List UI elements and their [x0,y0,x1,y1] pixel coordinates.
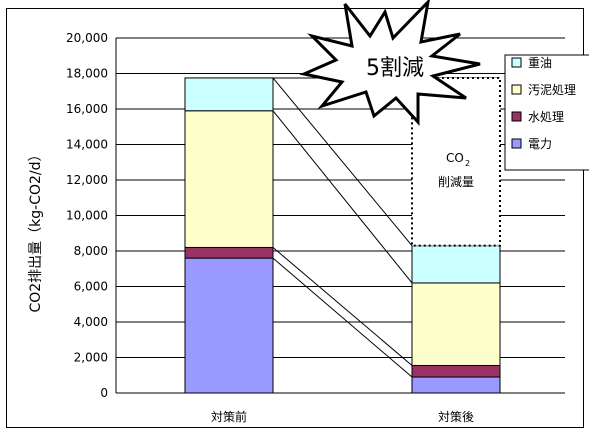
legend-swatch [512,139,521,148]
bar-segment-0-重油 [185,78,273,111]
reduction-label-co: CO [446,151,464,165]
legend-label: 水処理 [528,110,564,124]
connector-line [273,111,412,283]
legend-label: 重油 [528,56,552,70]
bar-segment-1-水処理 [412,365,500,377]
y-axis-ticks: 0 2,000 4,000 6,000 8,000 10,000 12,000 14,000 1… [66,31,108,400]
x-category-label: 対策前 [211,409,247,424]
connector-line [273,247,412,365]
bar-segment-0-電力 [185,258,273,393]
y-tick-label: 4,000 [74,315,108,329]
x-axis-categories: 対策前 対策後 [211,409,474,424]
y-tick-label: 14,000 [66,138,108,152]
y-tick-label: 6,000 [74,280,108,294]
legend-label: 電力 [528,137,552,151]
reduction-label-text: 削減量 [438,174,474,189]
y-tick-label: 20,000 [66,31,108,45]
bar-segment-1-汚泥処理 [412,283,500,366]
y-tick-label: 8,000 [74,244,108,258]
y-tick-label: 0 [100,386,108,400]
starburst-text: 5割減 [366,56,424,81]
bar-segment-0-汚泥処理 [185,111,273,248]
x-category-label: 対策後 [438,410,474,424]
legend-label: 汚泥処理 [528,83,576,97]
y-axis-label: CO2排出量（kg-CO2/d） [28,147,44,312]
legend-swatch [512,85,521,94]
connector-line [273,258,412,377]
legend-swatch [512,112,521,121]
reduction-label-subscript: 2 [465,159,470,168]
y-tick-label: 2,000 [74,351,108,365]
y-tick-label: 18,000 [66,67,108,81]
bar-segment-0-水処理 [185,247,273,258]
reduction-box: CO 2 削減量 [412,78,500,246]
legend-swatch [512,58,521,67]
bar-segment-1-重油 [412,246,500,283]
bar-segment-1-電力 [412,377,500,393]
y-tick-label: 12,000 [66,173,108,187]
y-tick-label: 10,000 [66,209,108,223]
y-tick-label: 16,000 [66,102,108,116]
